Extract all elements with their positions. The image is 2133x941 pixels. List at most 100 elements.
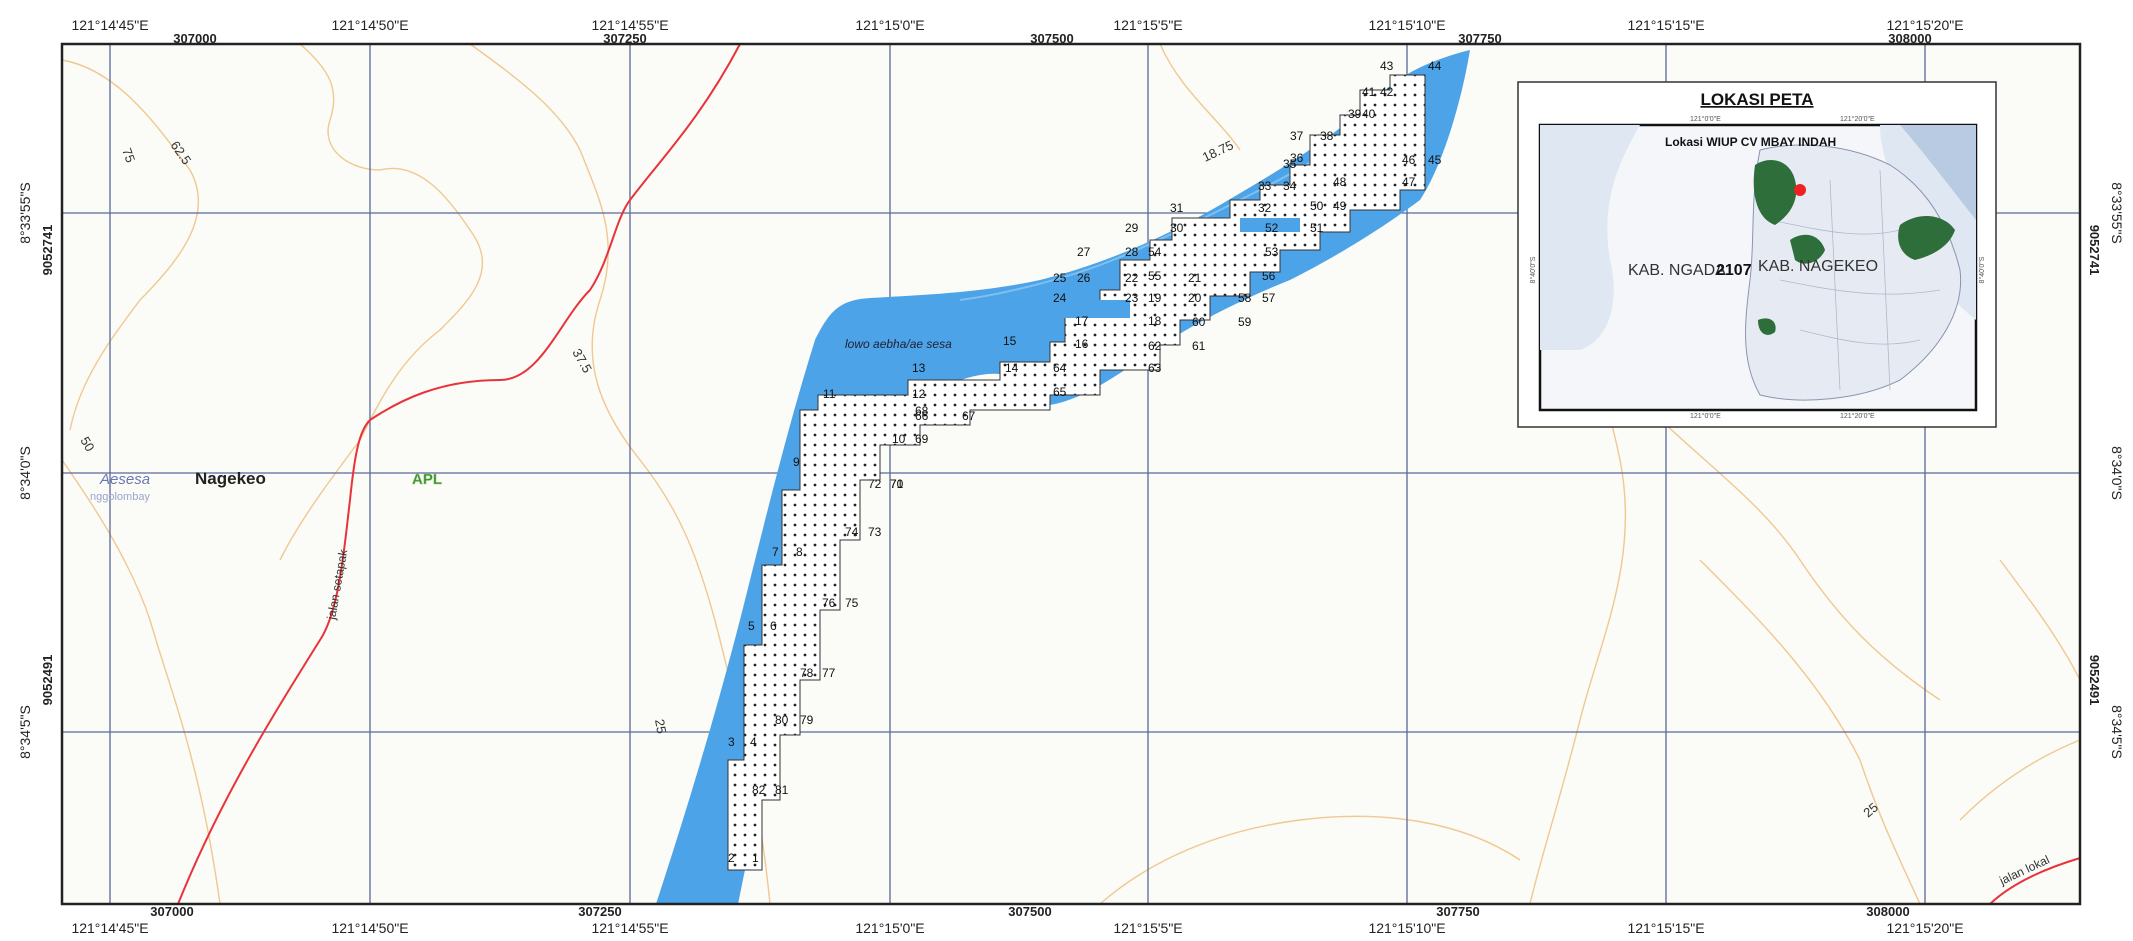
left-lat-tick: 8°34'0"S (17, 446, 33, 500)
boundary-point: 64 (1053, 361, 1067, 375)
boundary-point: 7 (772, 545, 779, 559)
boundary-point: 52 (1265, 221, 1279, 235)
left-lat-tick: 8°34'5"S (17, 705, 33, 759)
boundary-point: 30 (1170, 221, 1184, 235)
boundary-point: 51 (1310, 221, 1324, 235)
inset-mine-area-1 (1753, 160, 1797, 225)
boundary-point: 10 (892, 432, 906, 446)
top-lon-tick: 121°15'15"E (1627, 17, 1704, 33)
inset-nagekeo-district (1745, 144, 1962, 401)
right-lat-tick: 8°34'5"S (2109, 705, 2125, 759)
bottom-easting-tick: 307250 (578, 904, 621, 919)
boundary-point-labels: 1 2 3 4 5 6 7 8 9 10 11 12 13 14 15 16 1… (728, 59, 1442, 865)
inset-mine-area-4 (1758, 318, 1776, 335)
inset-sea-bay (1900, 125, 1976, 220)
left-northing-tick: 9052491 (40, 655, 55, 706)
top-easting-tick: 308000 (1888, 31, 1931, 46)
boundary-point: 29 (1125, 221, 1139, 235)
boundary-point: 57 (1262, 291, 1276, 305)
boundary-point: 75 (845, 596, 859, 610)
inset-bottom-tick: 121°20'0"E (1840, 412, 1875, 420)
boundary-point: 48 (1333, 175, 1347, 189)
bottom-lon-tick: 121°14'50"E (331, 920, 408, 936)
bottom-lon-tick: 121°15'15"E (1627, 920, 1704, 936)
boundary-point: 25 (1053, 271, 1067, 285)
boundary-point: 62 (1148, 339, 1162, 353)
top-lon-tick: 121°15'5"E (1113, 17, 1182, 33)
boundary-point: 46 (1402, 153, 1416, 167)
boundary-point: 50 (1310, 199, 1324, 213)
right-northing-tick: 9052741 (2087, 225, 2102, 276)
place-label-nggolombay: nggolombay (90, 491, 150, 503)
boundary-point: 47 (1402, 175, 1416, 189)
inset-location-marker (1794, 184, 1806, 196)
inset-subdistrict-lines (1769, 169, 1941, 391)
top-lon-tick: 121°15'10"E (1368, 17, 1445, 33)
boundary-point: 49 (1333, 199, 1347, 213)
boundary-point: 59 (1238, 315, 1252, 329)
right-northing-ticks: 9052741 9052491 (2087, 225, 2102, 706)
boundary-point: 3 (728, 735, 735, 749)
boundary-point: 24 (1053, 291, 1067, 305)
boundary-point: 56 (1262, 269, 1276, 283)
boundary-point: 67 (962, 409, 976, 423)
boundary-point: 12 (912, 387, 926, 401)
boundary-point: 65 (1053, 385, 1067, 399)
river-inside-wiup-2 (1240, 218, 1300, 232)
boundary-point: 22 (1125, 271, 1139, 285)
inset-mine-area-2 (1898, 215, 1955, 260)
boundary-point: 27 (1077, 245, 1091, 259)
boundary-point: 20 (1188, 291, 1202, 305)
top-lon-ticks: 121°14'45"E 121°14'50"E 121°14'55"E 121°… (71, 17, 1963, 33)
boundary-point: 19 (1148, 291, 1162, 305)
right-lat-tick: 8°34'0"S (2109, 446, 2125, 500)
boundary-point: 44 (1428, 59, 1442, 73)
boundary-point: 77 (822, 666, 836, 680)
inset-bottom-tick: 121°0'0"E (1690, 412, 1721, 420)
boundary-point: 15 (1003, 334, 1017, 348)
boundary-point: 8 (796, 545, 803, 559)
top-lon-tick: 121°14'45"E (71, 17, 148, 33)
boundary-point: 45 (1428, 153, 1442, 167)
bottom-lon-tick: 121°15'20"E (1886, 920, 1963, 936)
road-lokal (1989, 857, 2081, 905)
boundary-point: 39 (1348, 107, 1362, 121)
boundary-point: 40 (1362, 107, 1376, 121)
boundary-point: 55 (1148, 269, 1162, 283)
inset-wiup-label: Lokasi WIUP CV MBAY INDAH (1665, 135, 1836, 149)
boundary-point: 4 (750, 735, 757, 749)
graticule (62, 44, 2080, 904)
boundary-point: 21 (1188, 271, 1202, 285)
boundary-point: 58 (1238, 291, 1252, 305)
boundary-point: 81 (775, 783, 789, 797)
contour-label: 25 (652, 718, 669, 735)
boundary-point: 38 (1320, 129, 1334, 143)
inset-mine-area-3 (1790, 234, 1825, 264)
boundary-point: 33 (1258, 179, 1272, 193)
boundary-point: 42 (1380, 85, 1394, 99)
boundary-point: 69 (915, 432, 929, 446)
top-easting-ticks: 307000 307250 307500 307750 308000 (173, 31, 1931, 46)
inset-nagekeo-label: KAB. NAGEKEO (1758, 258, 1878, 275)
boundary-point: 11 (823, 387, 836, 401)
right-lat-tick: 8°33'55"S (2109, 182, 2125, 244)
boundary-point: 37 (1290, 129, 1304, 143)
top-easting-tick: 307500 (1030, 31, 1073, 46)
boundary-point: 31 (1170, 201, 1184, 215)
place-label-aesesa: Aesesa (99, 471, 150, 488)
top-easting-tick: 307750 (1458, 31, 1501, 46)
boundary-point: 63 (1148, 361, 1162, 375)
boundary-point: 23 (1125, 291, 1139, 305)
boundary-point: 76 (822, 596, 836, 610)
boundary-point: 32 (1258, 201, 1272, 215)
bottom-lon-tick: 121°15'0"E (855, 920, 924, 936)
boundary-point: 66 (915, 409, 929, 423)
boundary-point: 35 (1283, 157, 1297, 171)
boundary-point: 34 (1283, 179, 1297, 193)
boundary-point: 26 (1077, 271, 1091, 285)
boundary-point: 17 (1075, 314, 1089, 328)
bottom-easting-tick: 308000 (1866, 904, 1909, 919)
inset-location-map: LOKASI PETA Lokasi WIUP CV MBAY INDAH KA… (1517, 81, 1997, 428)
boundary-point: 6 (770, 619, 777, 633)
boundary-point: 1 (752, 851, 759, 865)
